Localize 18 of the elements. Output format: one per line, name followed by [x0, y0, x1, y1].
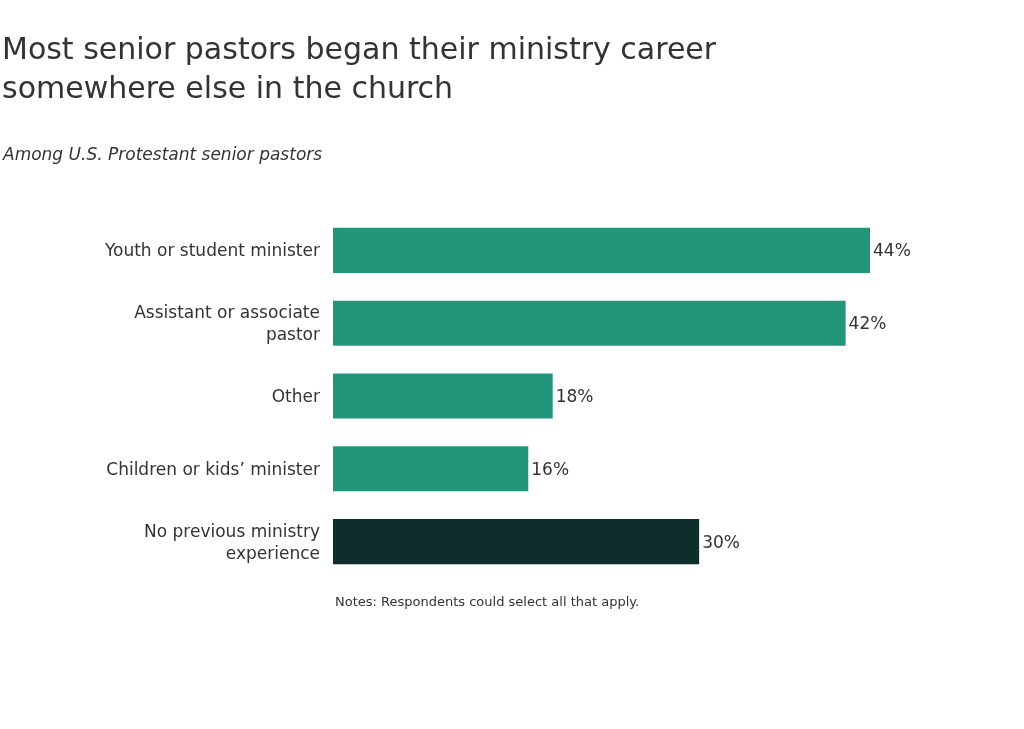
y-tick-label: Assistant or associate pastor: [134, 302, 321, 345]
y-tick-label: Children or kids’ minister: [106, 458, 320, 479]
data-label: 42%: [848, 313, 887, 334]
y-tick-label: Other: [271, 385, 320, 406]
data-label: 16%: [531, 458, 570, 479]
text: Notes: Respondents could select all that apply.: [335, 594, 640, 609]
data-label: 30%: [702, 531, 740, 552]
chart-title: Most senior pastors began their ministry career somewhere else in the church: [2, 31, 717, 105]
data-label: 18%: [555, 386, 594, 406]
bar: [333, 373, 553, 419]
data-label: 44%: [873, 240, 911, 261]
bar: [333, 446, 529, 492]
text: Among U.S. Protestant senior pastors: [2, 144, 323, 164]
y-tick-label: Youth or student minister: [103, 240, 320, 261]
bar: [333, 300, 846, 346]
bar: [333, 519, 700, 565]
bar: [333, 227, 870, 273]
y-tick-label: No previous ministry experience: [144, 520, 320, 563]
